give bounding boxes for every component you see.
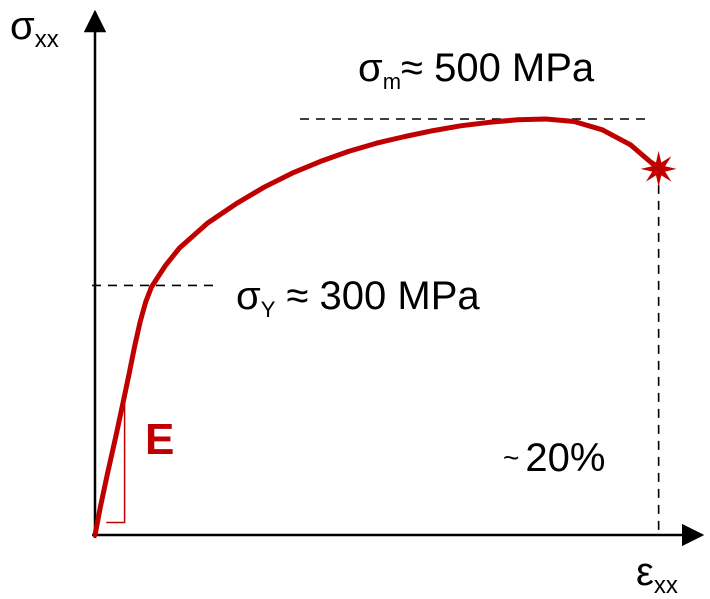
fracture-strain-label: ~20% — [503, 438, 605, 478]
stress-strain-curve — [92, 116, 662, 538]
yield-strength-label: σY ≈ 300 MPa — [236, 274, 480, 321]
fracture-strain-value: 20% — [525, 436, 606, 480]
ultimate-strength-label: σm≈ 500 MPa — [358, 46, 595, 93]
x-axis-symbol: ε — [636, 550, 654, 594]
fracture-star-icon — [640, 150, 677, 187]
y-axis-symbol: σ — [10, 4, 35, 48]
modulus-slope-triangle — [106, 393, 126, 524]
approx-tilde: ~ — [503, 442, 520, 473]
yield-subscript: Y — [260, 297, 276, 322]
y-axis-subscript: xx — [34, 26, 59, 53]
modulus-label: E — [145, 415, 175, 464]
uts-symbol: σ — [358, 46, 383, 90]
yield-value: ≈ 300 MPa — [275, 274, 480, 318]
y-axis-label: σxx — [10, 4, 59, 52]
uts-subscript: m — [382, 69, 402, 94]
x-axis-label: εxx — [636, 550, 678, 598]
x-axis-subscript: xx — [653, 572, 678, 599]
uts-value: ≈ 500 MPa — [401, 46, 595, 90]
yield-symbol: σ — [236, 274, 261, 318]
